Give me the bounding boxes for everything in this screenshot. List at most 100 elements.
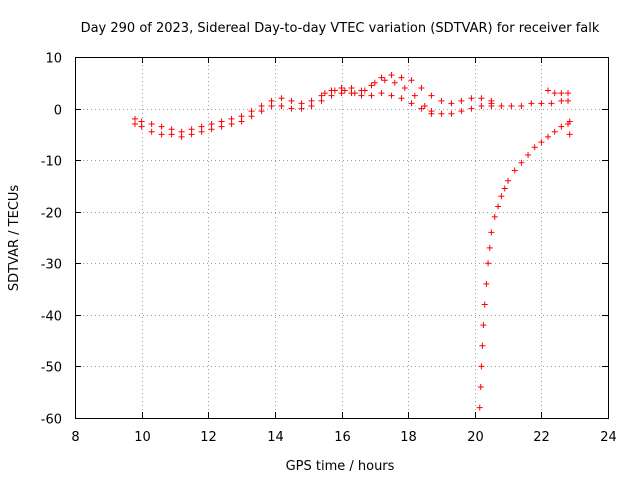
data-point — [371, 79, 378, 86]
data-point — [558, 123, 565, 130]
grid-lines — [75, 57, 608, 418]
data-point — [501, 185, 508, 192]
data-point — [491, 213, 498, 220]
y-tick-label: -50 — [41, 361, 62, 376]
data-point — [428, 110, 435, 117]
data-point — [477, 384, 484, 391]
data-point — [565, 97, 572, 104]
data-point — [198, 128, 205, 135]
x-tick-label: 8 — [71, 430, 79, 445]
x-tick-label: 20 — [467, 430, 484, 445]
data-point — [331, 87, 338, 94]
data-point — [468, 95, 475, 102]
data-point — [438, 97, 445, 104]
chart-title: Day 290 of 2023, Sidereal Day-to-day VTE… — [81, 21, 600, 36]
data-point — [538, 100, 545, 107]
data-point — [498, 193, 505, 200]
data-point — [538, 139, 545, 146]
data-point — [428, 92, 435, 99]
data-point — [468, 105, 475, 112]
data-point — [551, 90, 558, 97]
data-point — [208, 126, 215, 133]
data-point — [328, 92, 335, 99]
data-point — [488, 100, 495, 107]
data-point — [208, 121, 215, 128]
data-point — [238, 113, 245, 120]
data-point — [338, 84, 345, 91]
x-tick-label: 12 — [200, 430, 217, 445]
y-axis-title: SDTVAR / TECUs — [7, 185, 22, 292]
data-point — [148, 128, 155, 135]
data-point — [566, 118, 573, 125]
data-point — [528, 100, 535, 107]
data-point — [565, 90, 572, 97]
series-tail_flat — [488, 97, 572, 109]
data-point — [341, 87, 348, 94]
data-point — [476, 404, 483, 411]
x-axis-title: GPS time / hours — [286, 459, 395, 474]
data-point — [398, 74, 405, 81]
data-point — [418, 84, 425, 91]
data-point — [321, 90, 328, 97]
data-point — [495, 203, 502, 210]
data-point — [401, 84, 408, 91]
data-point — [488, 229, 495, 236]
data-point — [548, 100, 555, 107]
data-point — [511, 167, 518, 174]
data-point — [525, 151, 532, 158]
data-point — [198, 123, 205, 130]
plot-frame — [75, 57, 609, 419]
data-point — [178, 128, 185, 135]
y-tick-label: -30 — [41, 258, 62, 273]
axis-ticks — [75, 57, 609, 419]
series-band_b — [131, 90, 495, 140]
data-point — [131, 121, 138, 128]
data-point — [486, 244, 493, 251]
data-point — [478, 95, 485, 102]
data-point — [368, 92, 375, 99]
y-tick-label: -60 — [41, 413, 62, 428]
data-point — [228, 121, 235, 128]
data-point — [278, 102, 285, 109]
tick-labels: 8 10 12 14 16 18 20 22 24 10 0 -10 -20 -30 -40 -50 -60 — [41, 52, 617, 446]
data-point — [298, 105, 305, 112]
data-point — [238, 118, 245, 125]
x-tick-label: 14 — [267, 430, 284, 445]
data-point — [378, 74, 385, 81]
series-band_a — [131, 72, 495, 135]
data-point — [448, 100, 455, 107]
data-point — [531, 144, 538, 151]
data-point — [138, 123, 145, 130]
data-point — [138, 118, 145, 125]
x-tick-label: 16 — [334, 430, 351, 445]
data-point — [545, 87, 552, 94]
data-point — [338, 90, 345, 97]
data-point — [308, 102, 315, 109]
data-point — [388, 72, 395, 79]
data-point — [438, 110, 445, 117]
data-point — [148, 121, 155, 128]
series-recovery_curve — [476, 118, 573, 411]
data-point — [505, 177, 512, 184]
data-point — [278, 95, 285, 102]
data-point — [178, 133, 185, 140]
data-point — [408, 100, 415, 107]
data-point — [248, 108, 255, 115]
data-point — [268, 102, 275, 109]
data-points — [131, 72, 573, 411]
data-point — [131, 115, 138, 122]
data-point — [518, 159, 525, 166]
data-point — [518, 102, 525, 109]
y-tick-label: 0 — [54, 104, 62, 119]
data-point — [228, 115, 235, 122]
data-point — [479, 342, 486, 349]
data-point — [168, 131, 175, 138]
data-point — [480, 322, 487, 329]
data-point — [258, 108, 265, 115]
data-point — [351, 90, 358, 97]
data-point — [258, 102, 265, 109]
data-point — [558, 97, 565, 104]
x-tick-label: 22 — [533, 430, 550, 445]
data-point — [298, 100, 305, 107]
